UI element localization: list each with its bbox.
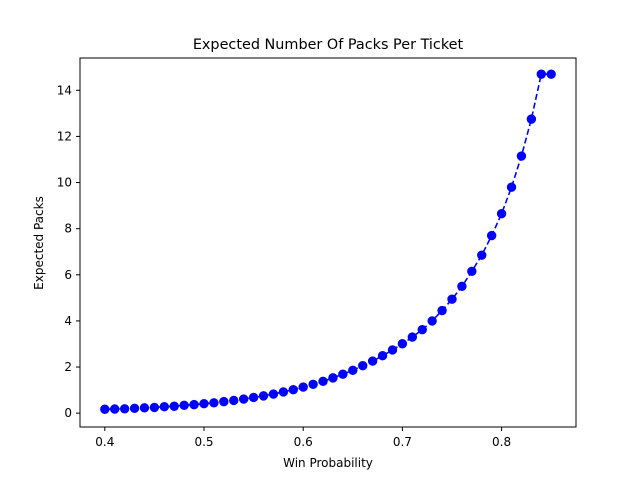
data-point xyxy=(467,266,477,277)
data-point xyxy=(110,404,120,414)
data-point xyxy=(169,401,179,411)
data-point xyxy=(318,376,328,387)
y-tick-label: 2 xyxy=(64,360,72,374)
x-tick-label: 0.5 xyxy=(194,435,213,449)
data-point xyxy=(417,324,427,335)
data-point xyxy=(397,339,408,349)
data-point xyxy=(149,402,160,413)
y-tick-label: 14 xyxy=(57,83,72,97)
data-point xyxy=(496,208,507,219)
data-point xyxy=(119,404,130,414)
data-point xyxy=(159,402,170,412)
plot-frame xyxy=(79,57,577,428)
data-point xyxy=(258,391,269,401)
data-point xyxy=(209,398,219,408)
data-point xyxy=(447,294,457,304)
y-axis-label: Expected Packs xyxy=(32,196,46,290)
data-point xyxy=(100,404,110,414)
data-point xyxy=(427,316,437,326)
data-point xyxy=(189,399,199,410)
data-point xyxy=(477,250,487,260)
data-point xyxy=(238,394,249,404)
data-point xyxy=(526,114,537,124)
data-point xyxy=(536,69,546,79)
x-tick-label: 0.7 xyxy=(393,435,412,449)
y-axis: 0 2 4 6 8 10 12 14 xyxy=(57,83,80,420)
data-point xyxy=(437,305,447,316)
y-tick-label: 12 xyxy=(57,129,72,143)
data-point xyxy=(328,373,338,383)
y-tick-label: 6 xyxy=(64,268,72,282)
data-point xyxy=(546,69,556,79)
x-tick-label: 0.6 xyxy=(294,435,313,449)
data-point xyxy=(387,345,398,355)
data-point xyxy=(377,351,388,361)
data-point xyxy=(407,332,418,342)
series-line xyxy=(104,73,552,411)
x-tick-label: 0.8 xyxy=(492,435,511,449)
y-tick-label: 10 xyxy=(57,176,72,190)
data-point xyxy=(486,230,497,241)
data-point xyxy=(129,403,140,414)
chart-title: Expected Number Of Packs Per Ticket xyxy=(193,37,464,53)
data-point xyxy=(338,369,348,379)
x-tick-label: 0.4 xyxy=(95,435,114,449)
x-axis: 0.4 0.5 0.6 0.7 0.8 xyxy=(95,427,511,449)
data-point xyxy=(248,392,259,403)
data-point xyxy=(278,387,289,397)
x-axis-label: Win Probability xyxy=(283,456,373,470)
data-point xyxy=(298,382,308,392)
data-point xyxy=(308,379,318,390)
data-point xyxy=(219,396,229,407)
data-point xyxy=(179,400,189,411)
data-point xyxy=(139,403,150,413)
data-point xyxy=(506,182,517,192)
data-point xyxy=(457,281,467,292)
data-point xyxy=(367,356,378,366)
data-point xyxy=(288,384,298,395)
data-point xyxy=(516,151,527,161)
data-point xyxy=(358,360,368,371)
y-tick-label: 0 xyxy=(64,406,72,420)
y-tick-label: 4 xyxy=(64,314,72,328)
plot-layer xyxy=(100,69,556,414)
data-point xyxy=(199,399,209,409)
data-point xyxy=(268,389,279,399)
data-point xyxy=(229,395,239,406)
data-point xyxy=(348,365,358,375)
y-tick-label: 8 xyxy=(64,222,72,236)
